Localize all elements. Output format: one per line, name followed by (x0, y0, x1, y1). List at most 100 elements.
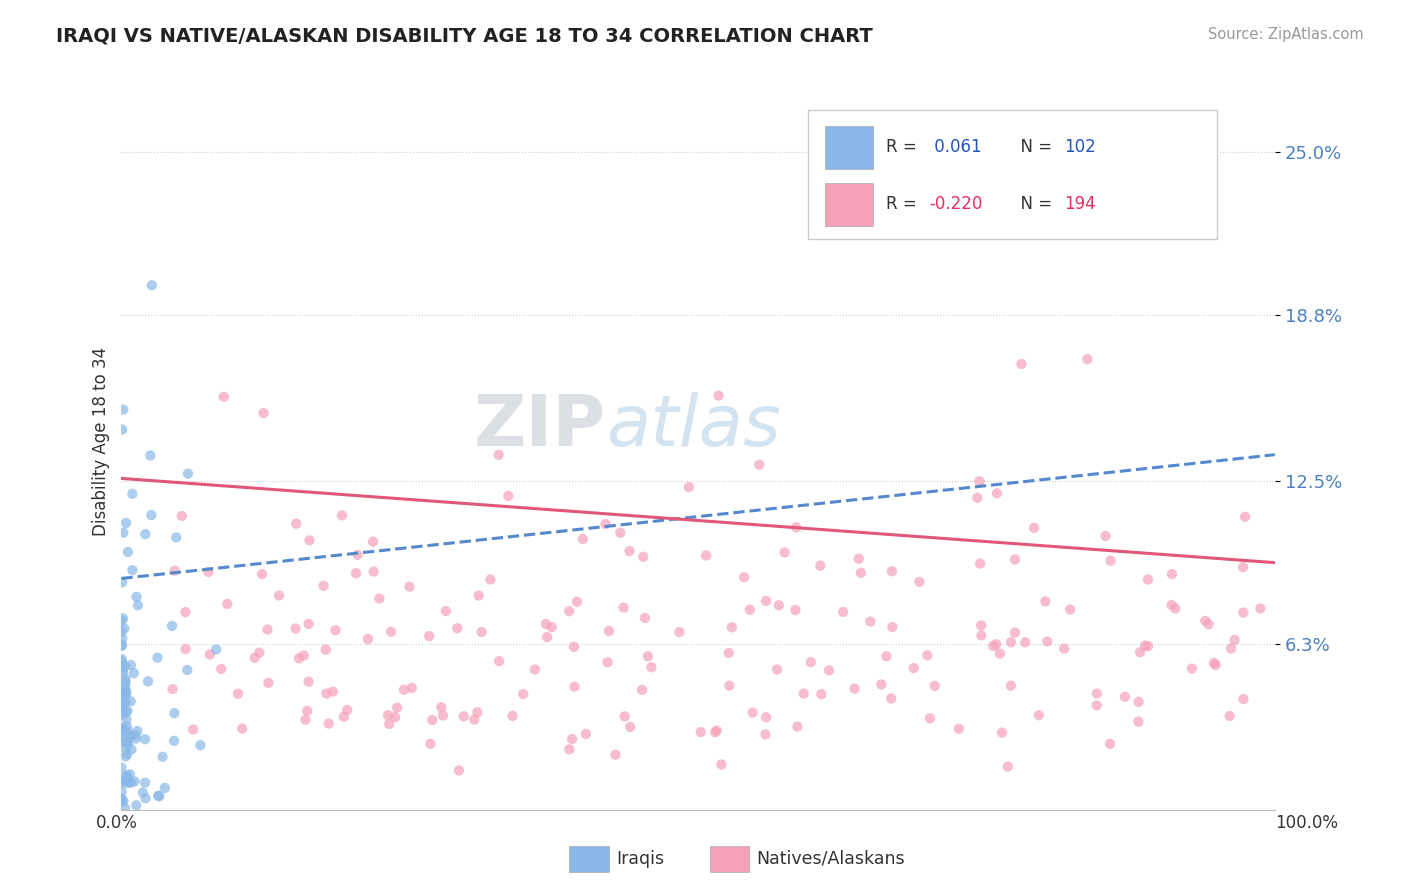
Point (880, 564, 903, 578)
Point (197, 565, 219, 579)
Point (111, 721, 134, 735)
Point (357, 632, 380, 646)
Point (247, 646, 270, 660)
Text: N =: N = (1010, 137, 1057, 156)
Point (363, 565, 385, 579)
Text: ZIP: ZIP (474, 392, 606, 461)
Point (561, 731, 583, 746)
Point (284, 622, 307, 636)
Point (115, 705, 138, 719)
Point (908, 574, 931, 589)
Point (558, 742, 581, 756)
Point (298, 533, 321, 548)
Point (368, 591, 391, 606)
Point (110, 722, 132, 736)
Point (125, 798, 148, 813)
Point (120, 775, 142, 789)
Point (256, 623, 278, 637)
Point (1194, 614, 1216, 628)
Point (986, 637, 1008, 651)
Point (226, 687, 249, 701)
Point (498, 489, 520, 503)
Point (134, 732, 156, 747)
Point (988, 647, 1011, 661)
Point (754, 727, 776, 741)
Point (430, 700, 453, 714)
Point (333, 709, 356, 723)
Text: -0.220: -0.220 (929, 195, 983, 213)
Point (970, 628, 993, 642)
Point (139, 449, 162, 463)
Point (613, 600, 636, 615)
Point (434, 604, 457, 618)
Point (540, 620, 562, 634)
Point (110, 775, 132, 789)
Point (1085, 698, 1108, 713)
Point (380, 624, 402, 639)
Point (619, 544, 641, 558)
Point (948, 722, 970, 736)
Text: R =: R = (886, 195, 922, 213)
Point (595, 516, 617, 531)
Point (298, 616, 321, 631)
Point (111, 655, 134, 669)
Point (392, 682, 415, 697)
Point (1133, 639, 1156, 653)
Point (318, 716, 340, 731)
Point (1076, 352, 1098, 367)
Point (832, 605, 855, 619)
Point (1036, 634, 1059, 648)
Point (613, 709, 636, 723)
Point (111, 575, 134, 590)
Point (917, 648, 939, 663)
Point (112, 525, 135, 540)
Point (1232, 692, 1254, 706)
Point (880, 691, 903, 706)
Point (111, 698, 134, 713)
Point (786, 720, 808, 734)
Point (114, 801, 136, 815)
Point (114, 675, 136, 690)
Point (755, 710, 778, 724)
Point (118, 767, 141, 781)
Point (170, 508, 193, 523)
Point (637, 649, 659, 664)
Point (512, 687, 534, 701)
Point (565, 595, 588, 609)
Point (322, 684, 344, 698)
Point (419, 737, 441, 751)
Point (1137, 639, 1160, 653)
Point (174, 605, 197, 619)
Point (117, 545, 139, 559)
Point (152, 749, 174, 764)
Text: N =: N = (1010, 195, 1057, 213)
Point (114, 686, 136, 700)
Point (991, 725, 1014, 739)
Point (205, 642, 228, 657)
Point (361, 534, 384, 549)
Point (1164, 601, 1187, 615)
Point (1219, 709, 1241, 723)
Point (1202, 656, 1225, 670)
Point (981, 639, 1004, 653)
Point (1205, 657, 1227, 672)
Point (903, 661, 925, 675)
Point (110, 639, 132, 653)
Point (115, 685, 138, 699)
Text: Iraqis: Iraqis (616, 850, 664, 868)
Point (121, 742, 143, 756)
Point (315, 687, 337, 701)
Point (768, 599, 790, 613)
Point (1004, 625, 1026, 640)
Point (112, 794, 135, 808)
Point (163, 734, 186, 748)
Point (1129, 645, 1152, 659)
Point (162, 682, 184, 697)
Point (118, 730, 141, 744)
Point (298, 674, 321, 689)
Point (523, 663, 546, 677)
Point (970, 618, 993, 632)
Text: Source: ZipAtlas.com: Source: ZipAtlas.com (1208, 27, 1364, 42)
Point (114, 672, 136, 686)
Point (112, 402, 135, 417)
